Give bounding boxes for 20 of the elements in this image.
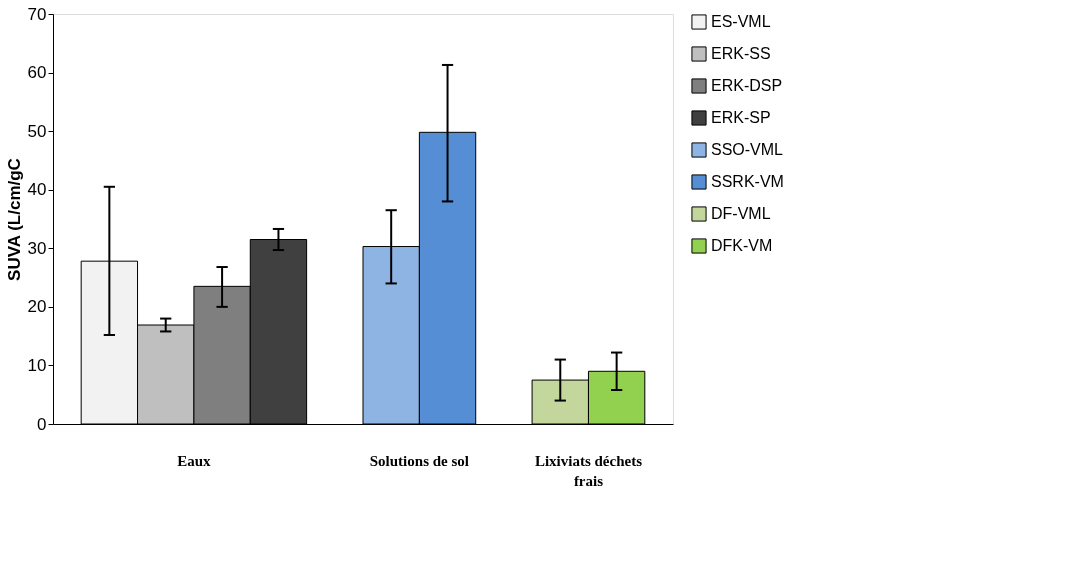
y-tick-label: 10 xyxy=(27,355,47,375)
legend-label: SSO-VML xyxy=(711,141,784,158)
legend-label: DF-VML xyxy=(711,205,771,222)
x-tick-label: Lixiviats déchets frais xyxy=(534,453,643,489)
y-tick-label: 20 xyxy=(27,297,47,317)
x-tick-label: Eaux xyxy=(177,453,212,469)
y-tick-label: 30 xyxy=(27,238,47,258)
y-tick-label: 70 xyxy=(27,4,47,24)
y-tick-label: 60 xyxy=(27,63,47,83)
y-tick-label: 40 xyxy=(27,180,47,200)
legend-label: SSRK-VM xyxy=(711,173,784,190)
y-axis-title: SUVA (L/cm/gC xyxy=(4,158,24,281)
legend-label: ERK-SP xyxy=(711,109,771,126)
legend-label: DFK-VM xyxy=(711,237,773,254)
legend-label: ES-VML xyxy=(711,13,771,30)
legend-label: ERK-DSP xyxy=(711,77,783,94)
y-tick-label: 50 xyxy=(27,121,47,141)
x-tick-label: Solutions de sol xyxy=(369,453,469,469)
y-tick-label: 0 xyxy=(37,414,47,434)
legend-label: ERK-SS xyxy=(711,45,771,62)
